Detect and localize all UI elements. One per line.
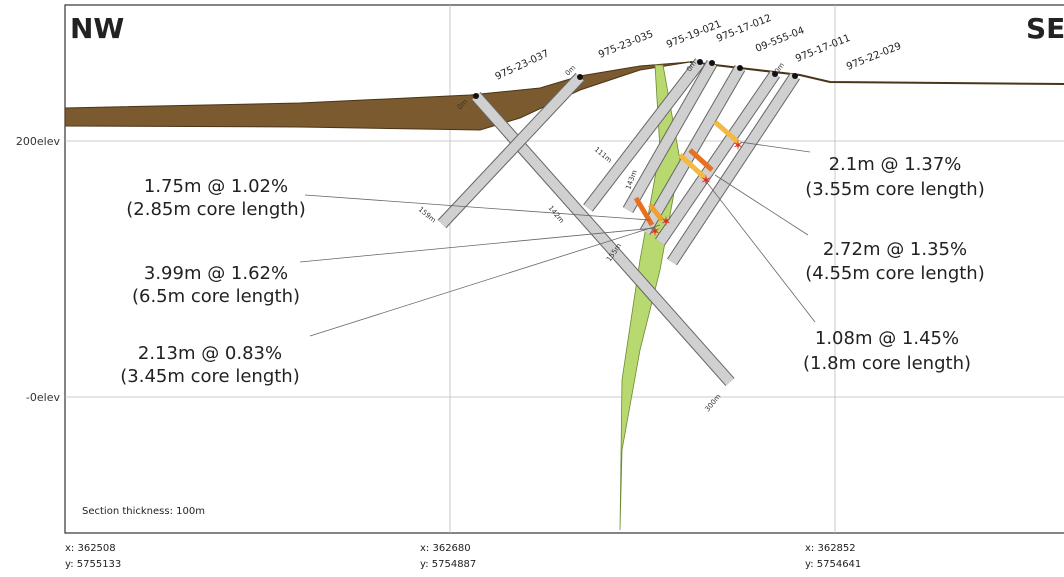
intercept-grade: 2.72m @ 1.35% xyxy=(823,239,967,260)
collar xyxy=(792,73,798,79)
intercept-core: (2.85m core length) xyxy=(126,199,305,220)
depth-label: 159m xyxy=(417,205,438,224)
intercept-core: (4.55m core length) xyxy=(805,263,984,284)
coord-y: y: 5754641 xyxy=(805,559,861,570)
collar xyxy=(577,74,583,80)
hole-label: 975-23-035 xyxy=(597,29,655,61)
coord-x: x: 362680 xyxy=(420,543,471,554)
drill-hole xyxy=(655,71,780,245)
frame xyxy=(64,4,1064,534)
intercept-grade: 1.75m @ 1.02% xyxy=(144,176,288,197)
intercept-grade: 1.08m @ 1.45% xyxy=(815,328,959,349)
footnote: Section thickness: 100m xyxy=(82,506,205,517)
intercept-core: (3.55m core length) xyxy=(805,179,984,200)
hole-label: 975-23-037 xyxy=(494,48,551,83)
leader xyxy=(714,174,809,236)
direction-label: NW xyxy=(70,12,124,45)
coord-x: x: 362508 xyxy=(65,543,116,554)
hole-label: 975-22-029 xyxy=(845,41,903,73)
leader xyxy=(304,194,651,221)
drill-holes xyxy=(437,58,801,386)
star: ✶ xyxy=(660,214,672,230)
collar xyxy=(709,60,715,66)
assay-bar xyxy=(633,196,655,227)
collar xyxy=(697,59,703,65)
hole-label: 975-17-011 xyxy=(794,33,852,65)
star: ✶ xyxy=(732,138,744,154)
depth-label: 142m xyxy=(546,204,565,225)
assay-bar xyxy=(648,203,664,222)
drill-hole xyxy=(584,58,704,212)
assay-bar xyxy=(678,153,707,180)
assay-bar xyxy=(688,148,714,172)
overburden xyxy=(64,61,691,131)
coord-y: y: 5754887 xyxy=(420,559,476,570)
leader xyxy=(739,141,811,153)
leaders xyxy=(299,141,816,337)
elevation-label: -0elev xyxy=(26,391,61,404)
elevation-label: 200elev xyxy=(16,135,61,148)
collars xyxy=(473,59,798,99)
intercept-core: (3.45m core length) xyxy=(120,366,299,387)
hole-label: 09-555-04 xyxy=(754,25,806,55)
drill-hole xyxy=(623,60,717,213)
depth-label: 300m xyxy=(703,393,722,414)
intercept-core: (1.8m core length) xyxy=(803,353,971,374)
leader xyxy=(309,224,661,337)
intercept-core: (6.5m core length) xyxy=(132,286,300,307)
direction-label: SE xyxy=(1026,12,1064,45)
topography xyxy=(689,61,1064,85)
collar xyxy=(737,65,743,71)
intercept-grade: 3.99m @ 1.62% xyxy=(144,263,288,284)
coord-x: x: 362852 xyxy=(805,543,856,554)
depth-label: 111m xyxy=(593,145,614,164)
star: ✶ xyxy=(649,224,661,240)
coord-y: y: 5755133 xyxy=(65,559,121,570)
collar xyxy=(772,71,778,77)
intercept-grade: 2.13m @ 0.83% xyxy=(138,343,282,364)
intercept-grade: 2.1m @ 1.37% xyxy=(829,154,962,175)
leader xyxy=(704,179,816,323)
assay-bar xyxy=(713,120,740,144)
drill-hole xyxy=(667,73,800,265)
drill-hole xyxy=(438,73,584,228)
collar xyxy=(473,93,479,99)
leader xyxy=(299,227,656,263)
